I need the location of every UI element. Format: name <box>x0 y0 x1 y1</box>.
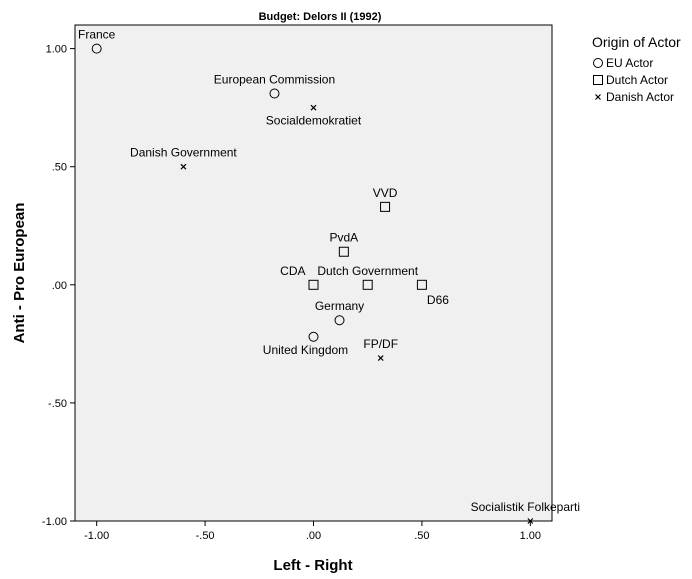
data-point-cross <box>310 104 317 111</box>
point-label: D66 <box>427 293 449 307</box>
data-point-square <box>380 201 391 212</box>
square-marker-icon <box>592 74 604 86</box>
data-point-cross <box>377 355 384 361</box>
point-label: PvdA <box>330 231 359 245</box>
legend-label: Danish Actor <box>606 89 675 104</box>
y-tick-label: .50 <box>52 162 67 174</box>
point-label: United Kingdom <box>263 343 348 357</box>
cross-marker-icon <box>592 91 604 103</box>
x-tick-label: .00 <box>306 530 321 542</box>
y-tick-label: 1.00 <box>46 44 67 56</box>
data-point-square <box>308 279 319 290</box>
data-point-circle <box>91 43 102 54</box>
data-points: France European Commission Socialdemokrati… <box>78 28 580 524</box>
legend-label: Dutch Actor <box>606 72 669 87</box>
legend-title: Origin of Actor <box>592 34 681 50</box>
y-tick-label: -.50 <box>48 398 67 410</box>
point-label: Socialdemokratiet <box>266 114 362 128</box>
point-label: European Commission <box>214 72 335 86</box>
y-axis-title: Anti - Pro European <box>11 203 28 344</box>
data-point-cross <box>527 518 534 524</box>
point-label: France <box>78 28 116 42</box>
data-point-circle <box>308 331 319 342</box>
axes: -1.00 -.50 .00 .50 1.00 1.00 .50 .00 -.50 -1.00 <box>42 44 541 542</box>
y-tick-label: .00 <box>52 280 67 292</box>
legend-marker-shape <box>595 93 601 100</box>
point-label: Germany <box>315 299 364 313</box>
data-point-cross <box>180 163 187 170</box>
point-label: VVD <box>373 186 398 200</box>
circle-marker-icon <box>592 57 604 69</box>
y-tick-label: -1.00 <box>42 516 67 528</box>
x-tick-label: 1.00 <box>520 530 541 542</box>
x-axis-title: Left - Right <box>273 557 352 574</box>
data-point-circle <box>269 88 280 99</box>
plot-area <box>74 24 553 522</box>
x-tick-label: -.50 <box>196 530 215 542</box>
legend-label: EU Actor <box>606 55 654 70</box>
data-point-square <box>416 279 427 290</box>
point-label: FP/DF <box>363 337 398 351</box>
legend-marker-shape <box>593 74 603 85</box>
legend-item: EU Actor <box>592 54 681 71</box>
legend: Origin of Actor EU Actor Dutch Actor Danis… <box>592 34 681 105</box>
x-tick-label: -1.00 <box>84 530 109 542</box>
x-tick-label: .50 <box>414 530 429 542</box>
data-point-circle <box>334 315 345 326</box>
point-label: CDA <box>280 264 305 278</box>
data-point-square <box>362 279 373 290</box>
chart-title: Budget: Delors II (1992) <box>259 11 382 23</box>
point-label: Dutch Government <box>317 264 418 278</box>
point-label: Danish Government <box>130 146 237 160</box>
legend-item: Danish Actor <box>592 88 681 105</box>
point-label: Socialistik Folkeparti <box>471 500 580 514</box>
legend-marker-shape <box>593 57 603 68</box>
data-point-square <box>338 246 349 257</box>
legend-items: EU Actor Dutch Actor Danish Actor <box>592 54 681 105</box>
legend-item: Dutch Actor <box>592 71 681 88</box>
